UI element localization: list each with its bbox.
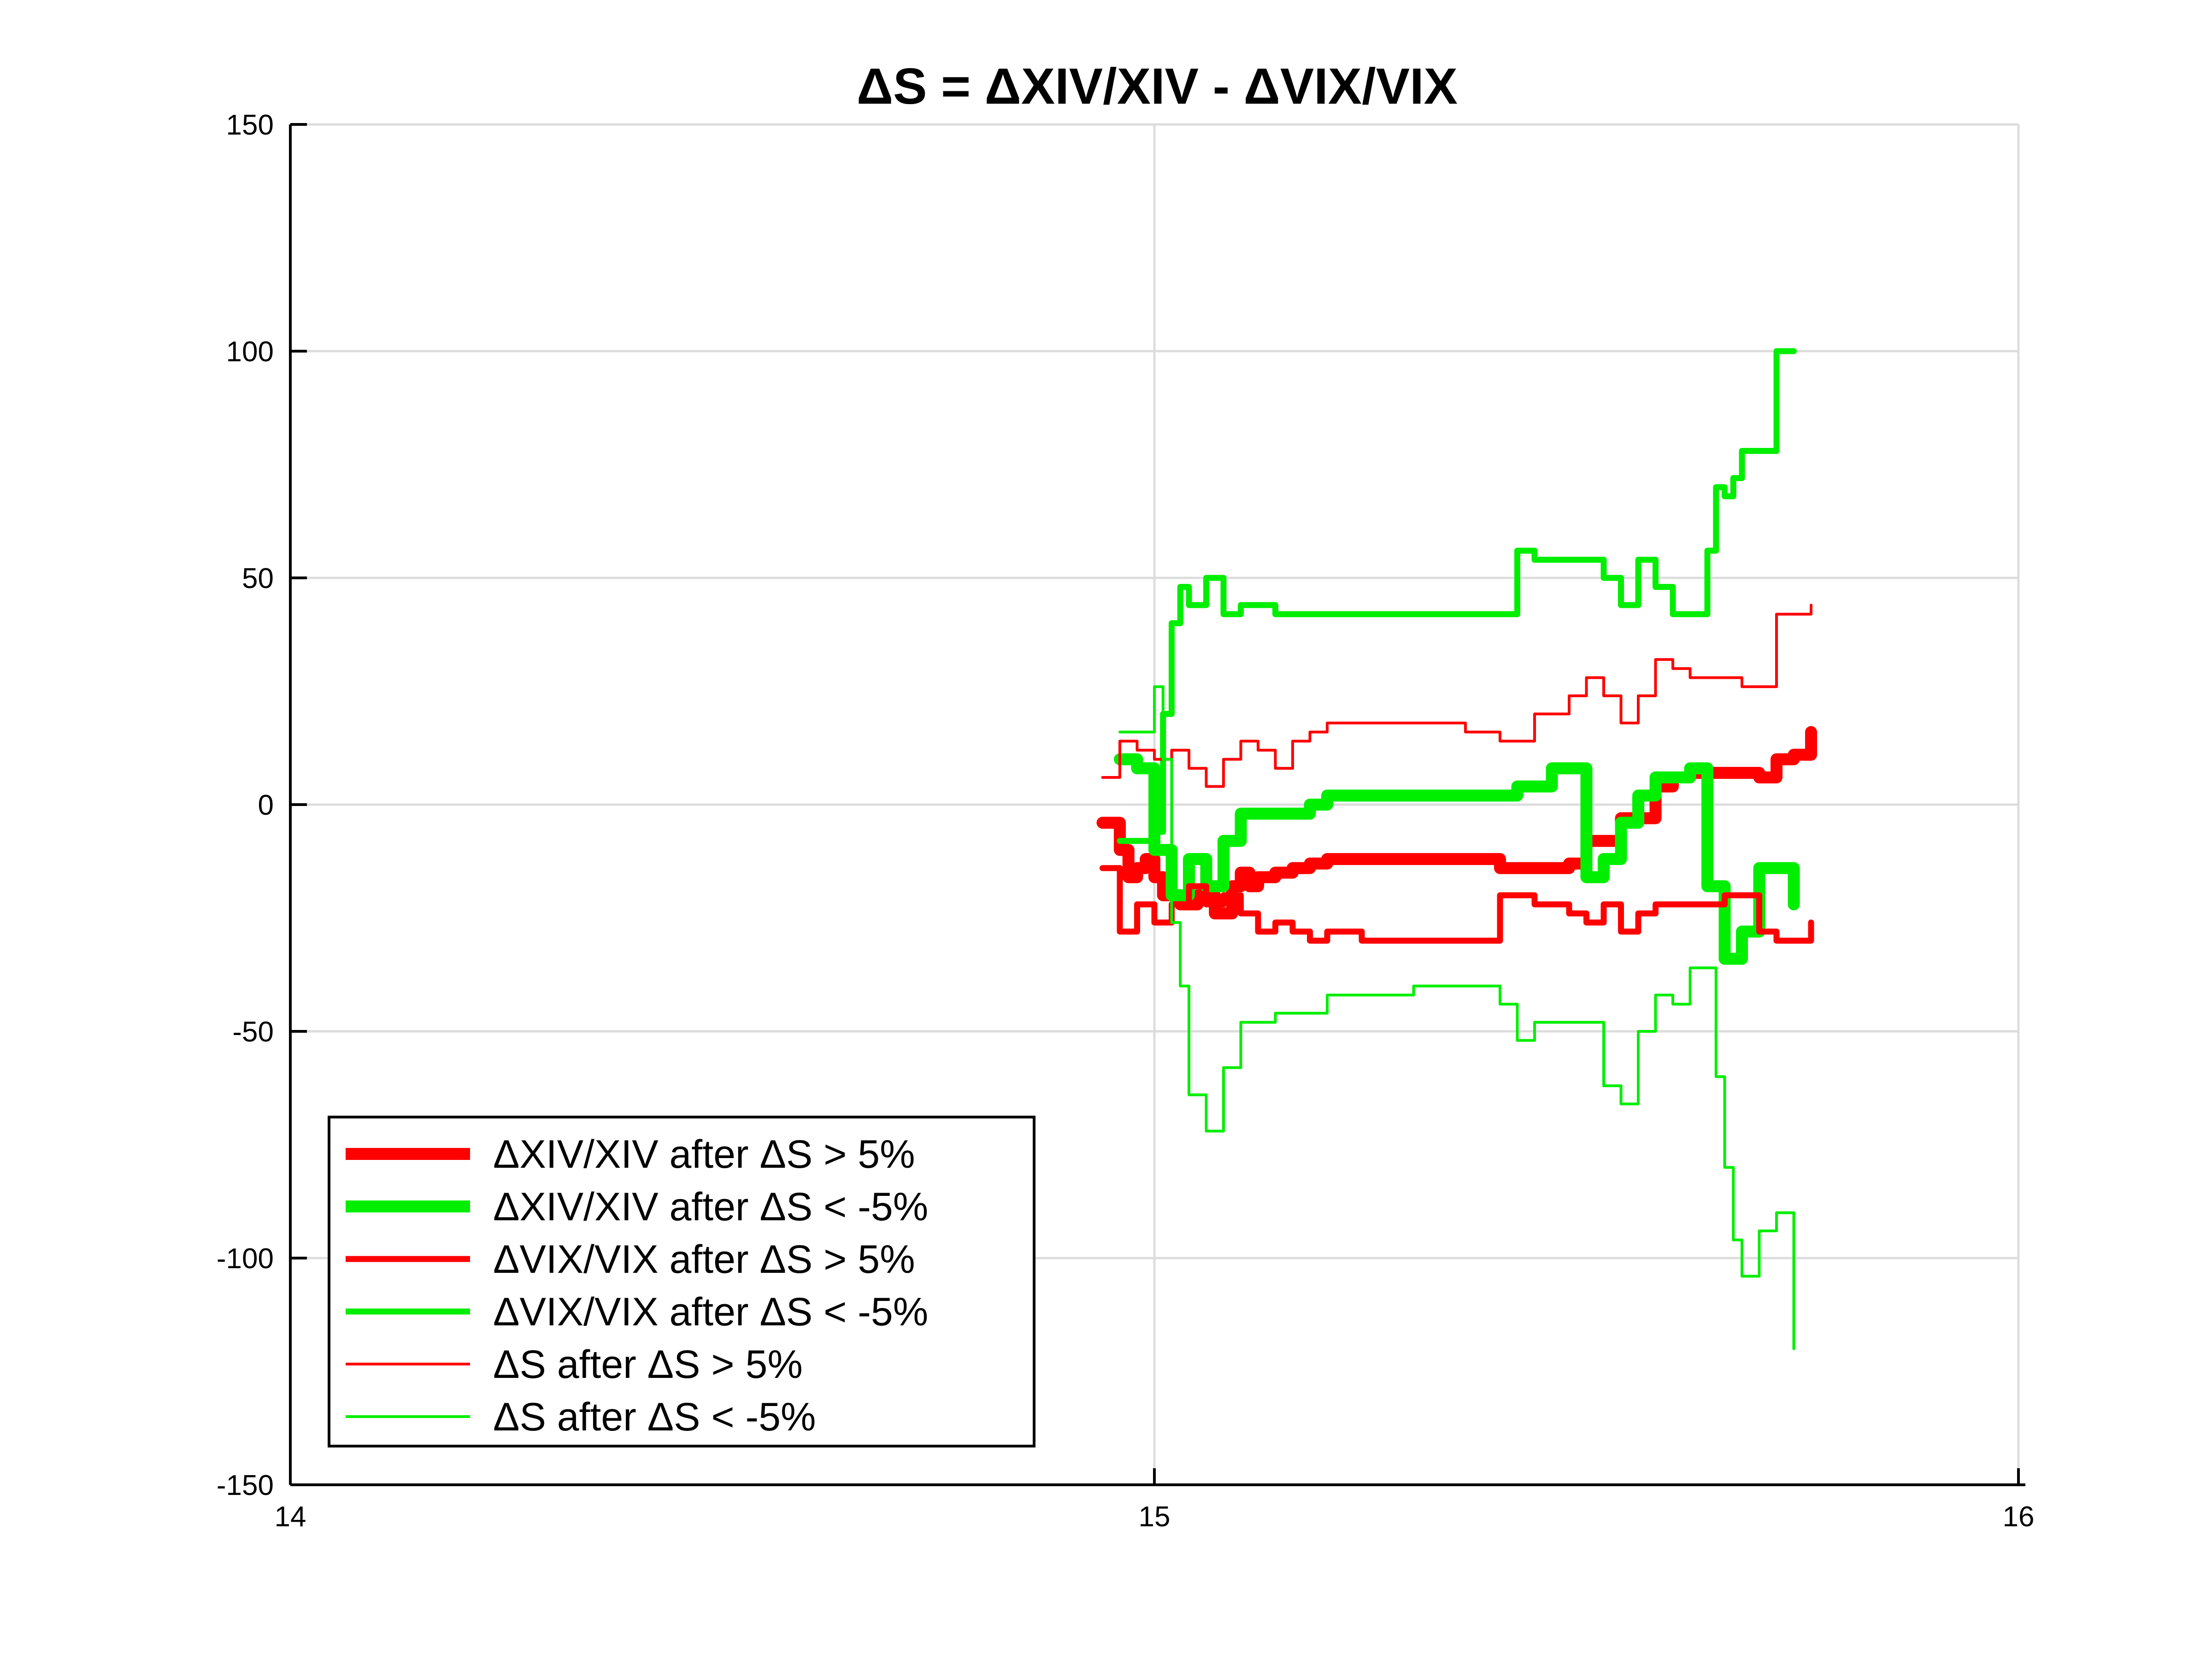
series-line-4 bbox=[1117, 348, 1797, 844]
chart-title: ΔS = ΔXIV/XIV - ΔVIX/VIX bbox=[857, 58, 1458, 115]
series-line-3 bbox=[1100, 865, 1814, 944]
y-tick-label: 50 bbox=[242, 563, 274, 594]
x-tick-label: 14 bbox=[275, 1501, 306, 1533]
x-tick-label: 15 bbox=[1139, 1501, 1171, 1533]
y-tick-label: 0 bbox=[258, 789, 274, 821]
y-tick-label: -150 bbox=[217, 1470, 274, 1501]
y-tick-label: -50 bbox=[232, 1016, 274, 1048]
series-line-5 bbox=[1101, 604, 1812, 788]
series-lines bbox=[1096, 348, 1817, 1350]
legend-label: ΔVIX/VIX after ΔS > 5% bbox=[493, 1237, 915, 1282]
x-tick-label: 16 bbox=[2003, 1501, 2035, 1533]
series-line-6 bbox=[1118, 685, 1795, 1350]
legend-label: ΔXIV/XIV after ΔS < -5% bbox=[493, 1185, 928, 1229]
y-tick-label: 100 bbox=[226, 336, 274, 368]
legend-label: ΔS after ΔS > 5% bbox=[493, 1342, 803, 1387]
legend: ΔXIV/XIV after ΔS > 5% ΔXIV/XIV after ΔS … bbox=[328, 1116, 1035, 1447]
y-tick-label: -100 bbox=[217, 1243, 274, 1275]
legend-label: ΔXIV/XIV after ΔS > 5% bbox=[493, 1132, 915, 1177]
y-tick-label: 150 bbox=[226, 109, 274, 141]
ticks: 14 15 16 150 100 50 0 -50 -100 -150 bbox=[217, 109, 2035, 1533]
legend-label: ΔVIX/VIX after ΔS < -5% bbox=[493, 1290, 928, 1334]
legend-label: ΔS after ΔS < -5% bbox=[493, 1395, 816, 1439]
series-line-2 bbox=[1114, 753, 1800, 965]
legend-box bbox=[328, 1116, 1035, 1447]
